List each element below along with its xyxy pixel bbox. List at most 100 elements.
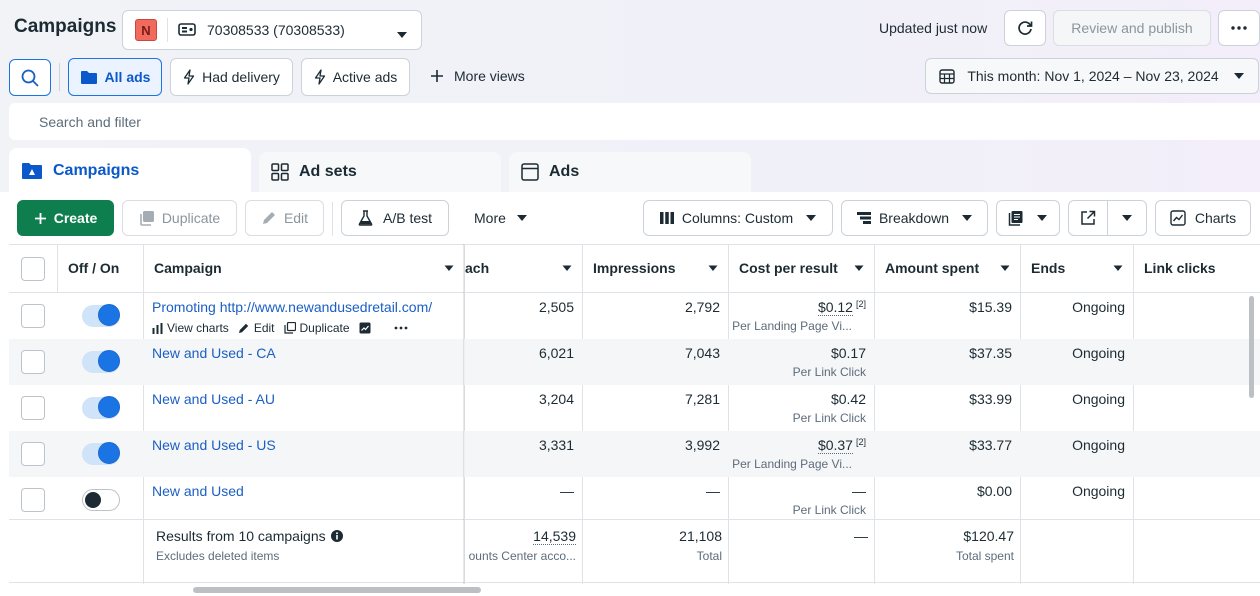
row-checkbox[interactable]	[21, 488, 45, 512]
reports-button[interactable]	[996, 200, 1060, 236]
horizontal-scrollbar[interactable]	[193, 587, 481, 593]
results-summary: Results from 10 campaigns	[156, 528, 343, 544]
refresh-button[interactable]	[1004, 10, 1046, 46]
ab-test-button[interactable]: A/B test	[341, 200, 449, 236]
total-spent-value: $120.47	[963, 528, 1014, 544]
row-checkbox[interactable]	[21, 304, 45, 328]
column-header-label: Off / On	[68, 259, 120, 276]
all-ads-view[interactable]: All ads	[68, 58, 162, 96]
table-row[interactable]: New and Used - CA 6,021 7,043 $0.17 Per …	[9, 339, 1260, 385]
campaign-toggle[interactable]	[82, 489, 120, 511]
campaign-name-link[interactable]: New and Used - AU	[152, 391, 275, 407]
chevron-down-icon	[1000, 265, 1010, 271]
column-header-ends[interactable]: Ends	[1031, 244, 1133, 292]
reach-value: 3,331	[538, 437, 574, 453]
account-selector[interactable]: N 70308533 (70308533)	[122, 10, 422, 50]
export-icon	[1081, 210, 1096, 225]
more-views-button[interactable]: More views	[430, 68, 525, 84]
view-charts-link[interactable]: View charts	[152, 321, 229, 335]
campaign-toggle[interactable]	[82, 350, 120, 373]
column-header-amount-spent[interactable]: Amount spent	[885, 244, 1020, 292]
create-button[interactable]: Create	[17, 200, 114, 236]
column-header-label: Link clicks	[1144, 260, 1216, 276]
divider	[1020, 244, 1021, 584]
chevron-down-icon	[854, 265, 864, 271]
search-input[interactable]	[9, 103, 1260, 140]
export-menu-button[interactable]	[1107, 200, 1147, 236]
total-impressions-label: Total	[696, 549, 722, 563]
had-delivery-view[interactable]: Had delivery	[170, 58, 293, 96]
campaign-name-link[interactable]: Promoting http://www.newandusedretail.co…	[152, 299, 433, 315]
more-options-button[interactable]	[1218, 10, 1260, 46]
more-horizontal-icon	[394, 326, 407, 330]
column-header-off-on[interactable]: Off / On	[68, 244, 138, 292]
export-button[interactable]	[1068, 200, 1108, 236]
duplicate-button[interactable]: Duplicate	[122, 200, 237, 236]
cost-amount: $0.12	[817, 299, 853, 316]
search-button[interactable]	[9, 59, 51, 96]
campaign-toggle[interactable]	[82, 304, 120, 327]
campaign-name-link[interactable]: New and Used	[152, 483, 244, 499]
cost-footnote: [2]	[855, 299, 866, 309]
divider	[464, 244, 465, 584]
column-header-impressions[interactable]: Impressions	[593, 244, 728, 292]
campaign-name-link[interactable]: New and Used - US	[152, 437, 276, 453]
tab-campaigns[interactable]: Campaigns	[9, 148, 251, 194]
trend-icon	[359, 322, 371, 334]
row-duplicate-link[interactable]: Duplicate	[283, 321, 350, 335]
row-more-link[interactable]	[394, 326, 412, 330]
column-header-campaign[interactable]: Campaign	[154, 244, 464, 292]
total-reach-label: ounts Center acco...	[468, 549, 576, 563]
divider	[874, 244, 875, 584]
chevron-down-icon	[962, 215, 973, 221]
edit-button[interactable]: Edit	[245, 200, 324, 236]
date-range-picker[interactable]: This month: Nov 1, 2024 – Nov 23, 2024	[925, 58, 1259, 94]
vertical-scrollbar[interactable]	[1249, 296, 1254, 398]
table-row[interactable]: Promoting http://www.newandusedretail.co…	[9, 293, 1260, 339]
active-ads-view[interactable]: Active ads	[301, 58, 410, 96]
total-impressions-value: 21,108	[679, 528, 722, 544]
row-checkbox[interactable]	[21, 442, 45, 466]
page-title: Campaigns	[14, 16, 117, 37]
campaign-toggle[interactable]	[82, 442, 120, 465]
row-checkbox[interactable]	[21, 350, 45, 374]
pencil-icon	[262, 212, 275, 224]
edit-label: Edit	[283, 210, 309, 226]
tab-ad-sets-label: Ad sets	[299, 163, 357, 180]
tab-ad-sets[interactable]: Ad sets	[259, 152, 501, 192]
ad-window-icon	[521, 163, 539, 181]
row-insights-link[interactable]	[359, 322, 375, 334]
review-publish-label: Review and publish	[1071, 20, 1193, 36]
breakdown-button[interactable]: Breakdown	[841, 200, 988, 236]
info-icon[interactable]	[330, 530, 343, 542]
tab-ads[interactable]: Ads	[509, 152, 751, 192]
lightning-icon	[314, 69, 325, 85]
ends-value: Ongoing	[1072, 345, 1125, 361]
toggle-knob	[98, 304, 120, 326]
divider	[582, 244, 583, 584]
date-range-label: This month: Nov 1, 2024 – Nov 23, 2024	[967, 68, 1219, 84]
cost-result-type: Per Link Click	[792, 411, 866, 425]
column-header-reach[interactable]: ach	[465, 244, 582, 292]
campaign-toggle[interactable]	[82, 396, 120, 419]
column-header-link-clicks[interactable]: Link clicks	[1144, 244, 1260, 292]
select-all-checkbox[interactable]	[21, 257, 45, 281]
columns-button[interactable]: Columns: Custom	[643, 200, 833, 236]
row-edit-link[interactable]: Edit	[238, 321, 275, 335]
reach-value: —	[560, 483, 574, 499]
duplicate-icon	[283, 322, 296, 334]
row-checkbox[interactable]	[21, 396, 45, 420]
chevron-down-icon	[708, 265, 718, 271]
more-actions-button[interactable]: More	[474, 210, 528, 226]
charts-button[interactable]: Charts	[1155, 200, 1251, 236]
review-publish-button[interactable]: Review and publish	[1053, 10, 1211, 46]
column-header-cost-per-result[interactable]: Cost per result	[739, 244, 874, 292]
table-row[interactable]: New and Used - US 3,331 3,992 $0.37 [2] P…	[9, 431, 1260, 477]
cost-result-type: Per Link Click	[792, 365, 866, 379]
table-row[interactable]: New and Used - AU 3,204 7,281 $0.42 Per …	[9, 385, 1260, 431]
campaign-name-link[interactable]: New and Used - CA	[152, 345, 276, 361]
columns-label: Columns: Custom	[681, 210, 794, 226]
cost-value: $0.37 [2]	[817, 437, 866, 454]
search-filter-bar[interactable]	[9, 103, 1260, 140]
table-row[interactable]: New and Used — — — Per Link Click $0.00 …	[9, 477, 1260, 519]
